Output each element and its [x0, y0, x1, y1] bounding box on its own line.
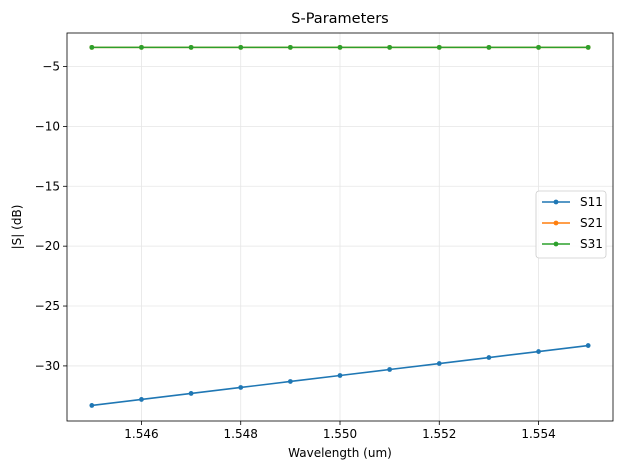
data-point-s31	[585, 44, 591, 50]
data-point-s31	[287, 44, 293, 50]
legend-marker-s11	[553, 199, 559, 205]
data-point-s11	[436, 361, 442, 366]
data-point-s11	[89, 403, 95, 408]
data-point-s31	[436, 44, 442, 50]
y-axis-label: |S| (dB)	[10, 205, 24, 250]
legend-marker-s31	[553, 241, 559, 247]
data-point-s11	[387, 367, 393, 372]
y-tick-label: −20	[35, 239, 60, 253]
x-tick-label: 1.546	[124, 427, 158, 441]
y-axis: −30 −25 −20 −15 −10 −5	[35, 60, 67, 373]
y-tick-label: −25	[35, 299, 60, 313]
legend-label-s21: S21	[580, 216, 603, 230]
data-point-s11	[238, 385, 244, 390]
x-tick-label: 1.552	[422, 427, 456, 441]
chart-title: S-Parameters	[291, 11, 388, 27]
data-point-s31	[238, 44, 244, 50]
data-point-s31	[89, 44, 95, 50]
y-tick-label: −5	[42, 60, 60, 74]
data-point-s11	[337, 373, 343, 378]
data-point-s11	[486, 355, 492, 360]
x-tick-label: 1.554	[521, 427, 555, 441]
legend-label-s31: S31	[580, 237, 603, 251]
data-point-s11	[585, 343, 591, 348]
legend-box	[535, 190, 607, 259]
x-tick-label: 1.548	[224, 427, 258, 441]
data-point-s31	[387, 44, 393, 50]
series-group	[89, 44, 591, 408]
grid	[67, 33, 613, 421]
data-point-s11	[536, 349, 541, 354]
data-point-s11	[188, 391, 194, 396]
x-axis: 1.546 1.548 1.550 1.552 1.554	[124, 421, 556, 441]
x-tick-label: 1.550	[323, 427, 357, 441]
legend: S11 S21 S31	[535, 190, 607, 259]
legend-marker-s21	[553, 220, 559, 226]
data-point-s31	[536, 44, 541, 50]
data-point-s31	[337, 44, 343, 50]
data-point-s31	[188, 44, 194, 50]
x-axis-label: Wavelength (um)	[288, 446, 392, 460]
y-tick-label: −10	[35, 119, 60, 133]
data-point-s31	[486, 44, 492, 50]
y-tick-label: −15	[35, 179, 60, 193]
data-point-s11	[287, 379, 293, 384]
data-point-s11	[139, 397, 144, 402]
legend-label-s11: S11	[580, 195, 603, 209]
y-tick-label: −30	[35, 359, 60, 373]
data-point-s31	[139, 44, 144, 50]
